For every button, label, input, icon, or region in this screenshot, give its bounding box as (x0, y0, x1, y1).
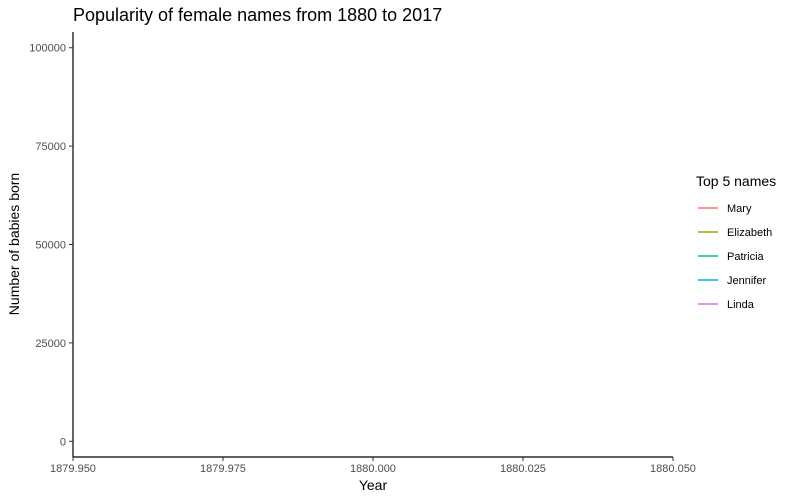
legend-label: Mary (727, 203, 752, 215)
x-tick-label: 1880.025 (500, 463, 546, 475)
plot-area (72, 32, 673, 458)
y-tick-label: 0 (60, 436, 66, 448)
legend-items: Mary Elizabeth Patricia Jennifer Linda (698, 203, 772, 311)
x-tick-label: 1880.000 (350, 463, 396, 475)
y-axis-ticks: 0 25000 50000 75000 100000 (29, 43, 73, 448)
y-tick-label: 50000 (35, 240, 66, 252)
legend-label: Jennifer (727, 275, 766, 287)
y-tick-label: 100000 (29, 43, 66, 55)
x-tick-label: 1880.050 (650, 463, 696, 475)
legend-label: Patricia (727, 251, 765, 263)
x-axis-title: Year (359, 477, 388, 493)
y-axis-title: Number of babies born (6, 173, 22, 315)
y-tick-label: 25000 (35, 338, 66, 350)
x-axis-ticks: 1879.950 1879.975 1880.000 1880.025 1880.050 (50, 457, 696, 475)
x-tick-label: 1879.975 (200, 463, 246, 475)
y-tick-label: 75000 (35, 141, 66, 153)
legend-label: Linda (727, 299, 755, 311)
legend-title: Top 5 names (696, 173, 776, 189)
x-tick-label: 1879.950 (50, 463, 96, 475)
chart-title: Popularity of female names from 1880 to … (73, 5, 442, 25)
legend-label: Elizabeth (727, 227, 772, 239)
legend: Top 5 names Mary Elizabeth Patricia Jennife… (696, 173, 776, 311)
